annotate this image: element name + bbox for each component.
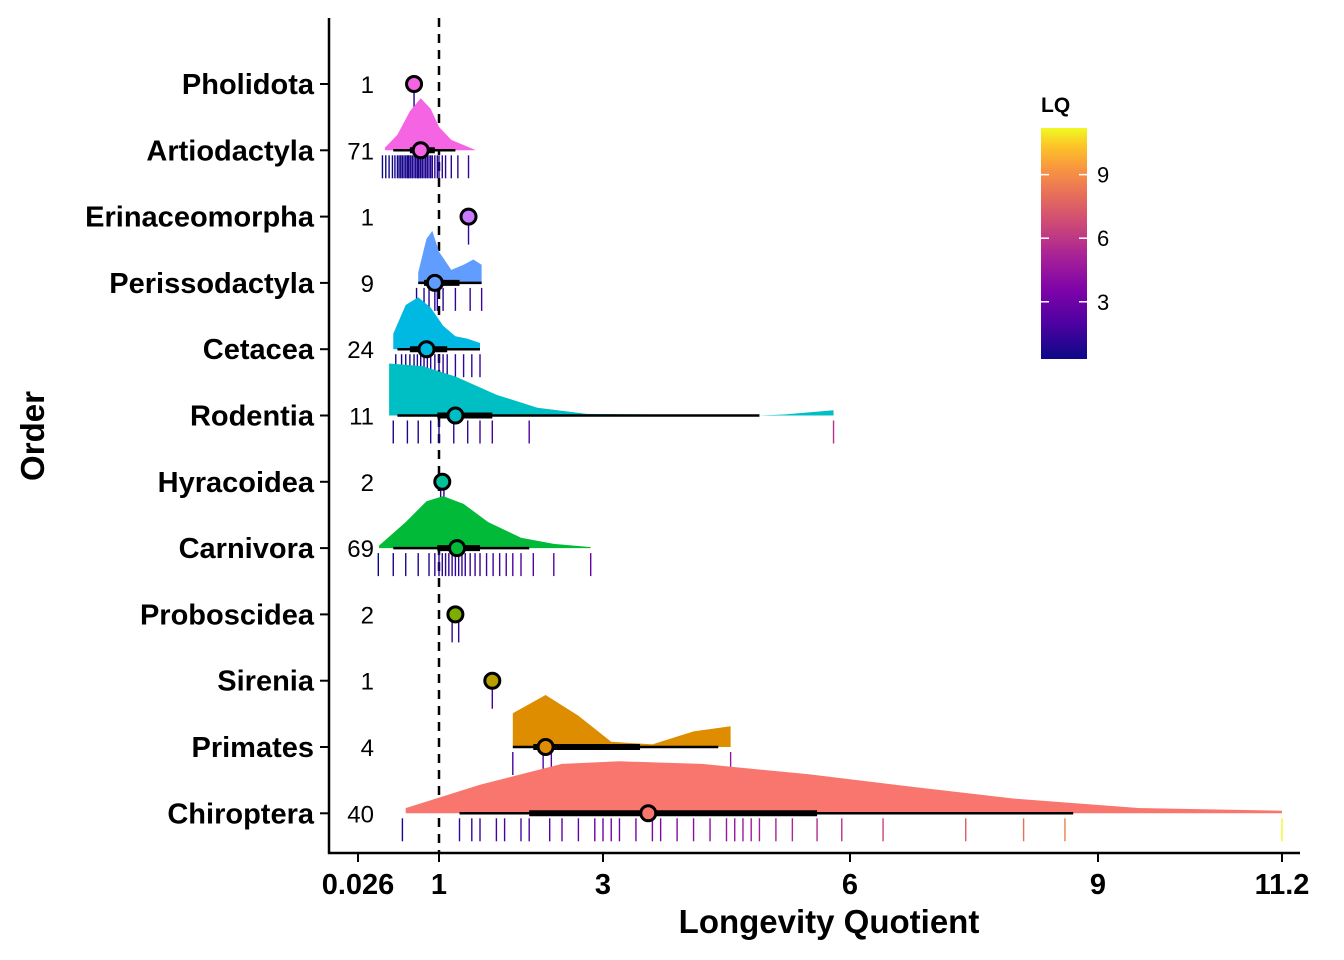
y-tick-label: Pholidota — [182, 69, 315, 101]
y-tick-label: Primates — [191, 732, 314, 764]
legend-ticks: 3 6 9 — [1041, 163, 1109, 315]
y-axis-title: Order — [14, 391, 51, 481]
axes: Pholidota Artiodactyla Erinaceomorpha Peris… — [85, 18, 1309, 901]
mean-point — [425, 273, 444, 292]
count-label: 4 — [361, 735, 374, 762]
legend-tick-label: 3 — [1097, 290, 1109, 315]
series-sirenia: 1 — [361, 669, 502, 709]
mean-point — [433, 472, 452, 491]
x-tick-label: 3 — [595, 869, 611, 901]
density-perissodactyla — [418, 230, 482, 283]
count-label: 2 — [361, 470, 374, 497]
y-tick-label: Artiodactyla — [146, 135, 314, 167]
series-cetacea: 24 — [347, 297, 481, 378]
count-label: 40 — [347, 801, 374, 828]
density-primates — [512, 695, 731, 747]
legend-tick-label: 9 — [1097, 163, 1109, 188]
count-label: 1 — [361, 205, 374, 232]
series-carnivora: 69 — [347, 496, 592, 577]
series-rodentia: 11 — [349, 363, 835, 444]
x-tick-label: 6 — [842, 869, 858, 901]
series-chiroptera: 40 — [347, 761, 1283, 842]
density-cetacea — [393, 297, 480, 350]
series-artiodactyla: 71 — [347, 98, 476, 179]
mean-point — [446, 605, 465, 624]
y-tick-label: Cetacea — [203, 334, 315, 366]
x-tick-label: 11.2 — [1255, 869, 1310, 901]
x-tick-label: 1 — [431, 869, 447, 901]
y-tick-label: Perissodactyla — [109, 268, 315, 300]
count-label: 24 — [347, 337, 374, 364]
mean-point — [483, 671, 502, 690]
y-tick-label: Chiroptera — [167, 798, 315, 830]
mean-point — [639, 804, 658, 823]
series-proboscidea: 2 — [361, 602, 465, 643]
y-tick-label: Hyracoidea — [158, 467, 315, 499]
mean-point — [448, 539, 467, 558]
series-perissodactyla: 9 — [361, 230, 483, 311]
count-label: 9 — [361, 271, 374, 298]
y-tick-label: Carnivora — [179, 533, 315, 565]
mean-point — [411, 141, 430, 160]
y-tick-label: Sirenia — [217, 666, 315, 698]
series-primates: 4 — [361, 695, 732, 775]
series-pholidota: 1 — [361, 72, 424, 112]
mean-point — [446, 406, 465, 425]
count-label: 69 — [347, 536, 374, 563]
mean-point — [417, 340, 436, 359]
density-chiroptera — [405, 761, 1282, 814]
density-carnivora — [379, 496, 591, 549]
legend-title: LQ — [1041, 94, 1070, 117]
count-label: 11 — [349, 404, 374, 431]
y-tick-label: Erinaceomorpha — [85, 202, 315, 234]
color-legend: LQ 3 6 9 — [1041, 94, 1109, 359]
legend-colorbar — [1041, 128, 1087, 359]
y-tick-label: Proboscidea — [140, 599, 315, 631]
count-label: 1 — [361, 72, 374, 99]
mean-point — [405, 75, 424, 93]
density-rodentia — [389, 363, 834, 416]
series-erinaceomorpha: 1 — [361, 205, 478, 245]
x-tick-label: 0.026 — [322, 869, 395, 901]
mean-point — [459, 207, 478, 226]
y-tick-label: Rodentia — [190, 401, 315, 433]
count-label: 2 — [361, 602, 374, 629]
count-label: 1 — [361, 669, 374, 696]
mean-point — [536, 738, 555, 756]
x-axis-title: Longevity Quotient — [679, 903, 980, 940]
count-label: 71 — [347, 138, 374, 165]
x-tick-label: 9 — [1090, 869, 1106, 901]
density-artiodactyla — [384, 98, 476, 151]
legend-tick-label: 6 — [1097, 226, 1109, 251]
